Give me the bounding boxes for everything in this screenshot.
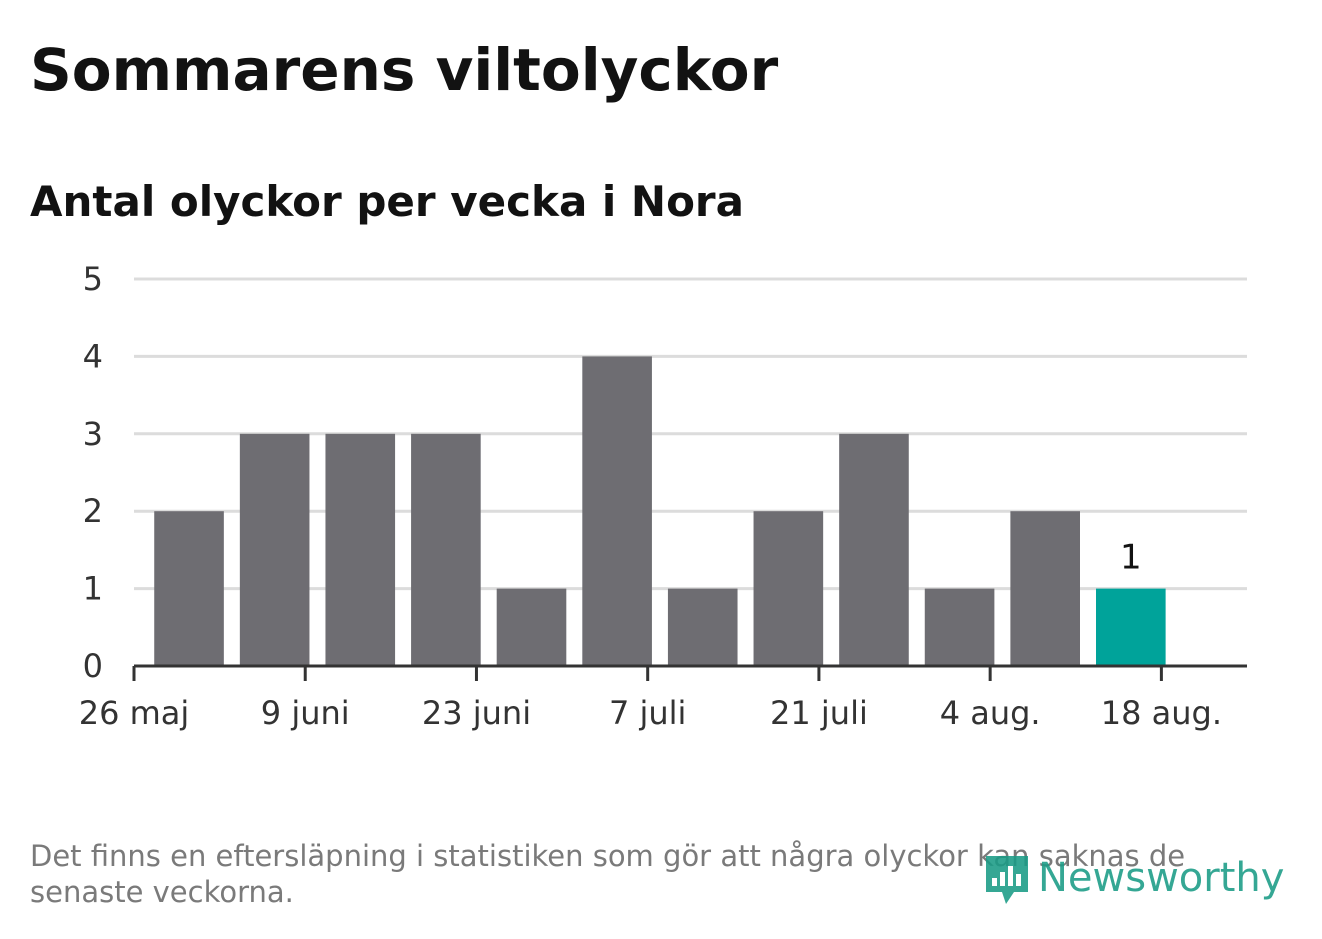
bar-chart-speech-bubble-icon — [986, 856, 1028, 904]
chart-subtitle: Antal olyckor per vecka i Nora — [30, 177, 744, 226]
bar — [411, 433, 481, 666]
x-tick-label: 9 juni — [261, 694, 350, 732]
logo-wordmark: Newsworthy — [1038, 855, 1285, 901]
x-tick-label: 7 juli — [609, 694, 686, 732]
y-tick-label: 3 — [83, 415, 103, 453]
bar — [582, 356, 652, 666]
y-tick-label: 5 — [83, 260, 103, 298]
x-tick-label: 18 aug. — [1101, 694, 1222, 732]
axes — [132, 664, 1247, 681]
bar — [667, 588, 738, 666]
y-tick-label: 2 — [83, 492, 103, 530]
bar — [924, 588, 995, 666]
x-tick-label: 26 maj — [79, 694, 190, 732]
bar — [154, 511, 224, 666]
bars — [154, 356, 1166, 666]
y-tick-label: 1 — [83, 570, 103, 608]
bar — [839, 433, 909, 666]
bar — [239, 433, 310, 666]
x-tick-label: 4 aug. — [940, 694, 1041, 732]
bar — [496, 588, 567, 666]
bar-chart: 0 1 2 3 4 5 1 26 maj 9 juni 23 juni 7 juli 21 juli 4… — [79, 260, 1247, 732]
newsworthy-logo: Newsworthy — [982, 848, 1284, 908]
y-tick-label: 4 — [83, 337, 103, 375]
bar — [1010, 511, 1080, 666]
bar-highlighted — [1096, 588, 1166, 666]
y-tick-label: 0 — [83, 647, 103, 685]
bar-value-label: 1 — [1120, 538, 1142, 578]
x-tick-label: 21 juli — [770, 694, 868, 732]
bar — [753, 511, 824, 666]
chart-title: Sommarens viltolyckor — [30, 36, 779, 104]
bar — [325, 433, 396, 666]
labels: 0 1 2 3 4 5 1 26 maj 9 juni 23 juni 7 juli 21 juli 4… — [79, 260, 1222, 732]
x-tick-label: 23 juni — [422, 694, 531, 732]
